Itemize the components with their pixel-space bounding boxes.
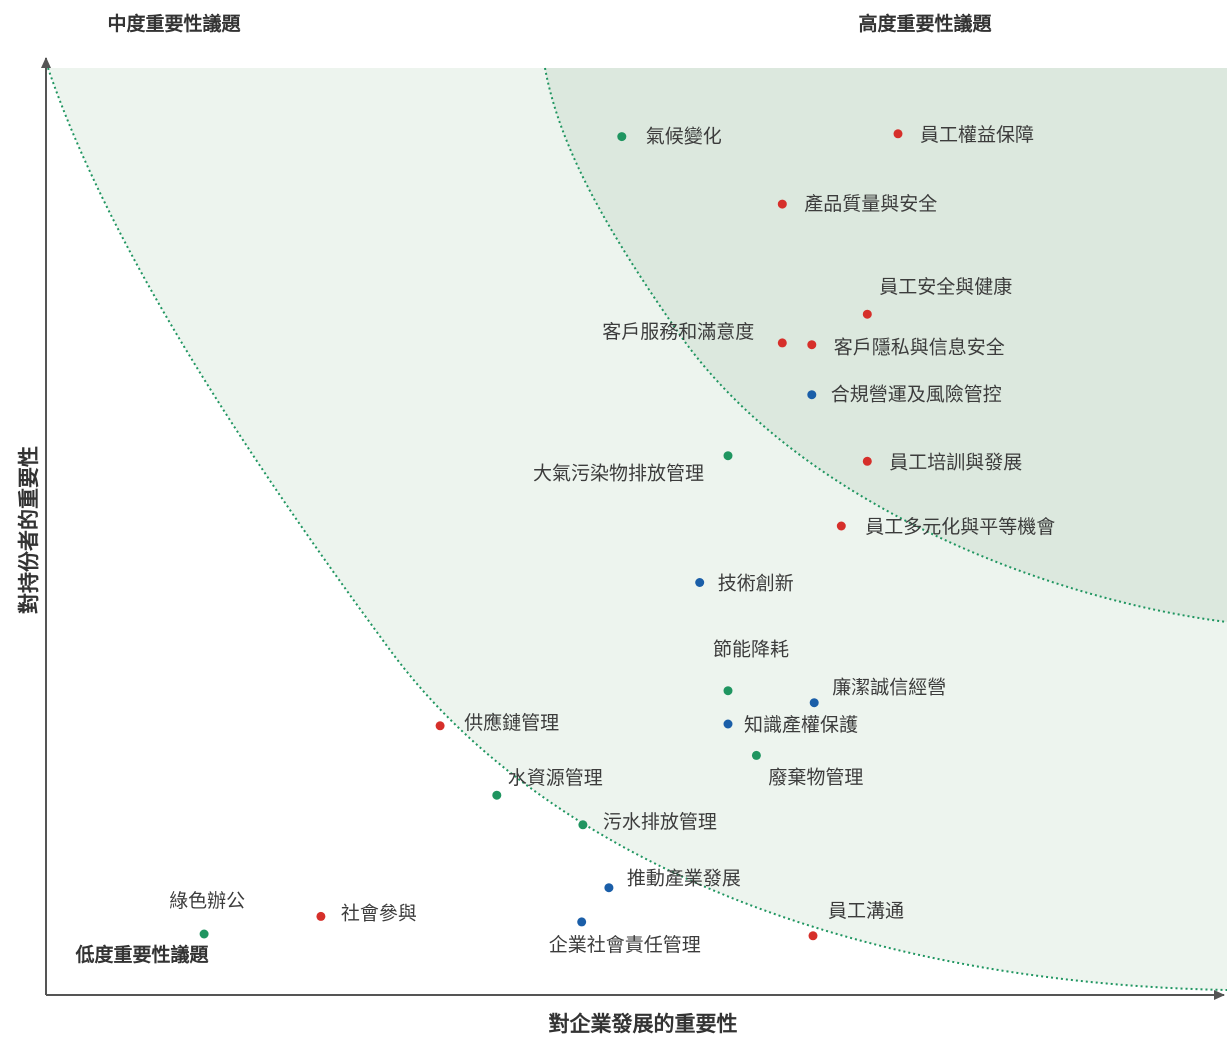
data-point-label: 大氣污染物排放管理 xyxy=(533,463,704,485)
data-point xyxy=(604,883,614,893)
data-point xyxy=(723,719,733,729)
data-point-label: 節能降耗 xyxy=(713,639,789,661)
data-point-label: 知識產權保護 xyxy=(744,714,858,736)
data-point-label: 供應鏈管理 xyxy=(464,711,559,734)
data-point xyxy=(807,340,817,350)
data-point xyxy=(435,721,445,731)
data-point-label: 客戶隱私與信息安全 xyxy=(834,337,1005,359)
data-point-label: 社會參與 xyxy=(341,902,417,924)
data-point xyxy=(809,698,819,708)
data-point xyxy=(199,929,209,939)
data-point xyxy=(723,686,733,696)
data-point-label: 推動產業發展 xyxy=(627,868,741,890)
high-zone-title: 高度重要性議題 xyxy=(858,12,992,35)
data-point-label: 廉潔誠信經營 xyxy=(832,677,946,699)
y-axis-title: 對持份者的重要性 xyxy=(17,446,41,614)
data-point-label: 員工培訓與發展 xyxy=(889,451,1022,473)
data-point-label: 氣候變化 xyxy=(646,126,722,148)
data-point-label: 員工多元化與平等機會 xyxy=(865,516,1055,538)
medium-zone-boundary xyxy=(47,67,1227,991)
data-point xyxy=(836,521,846,531)
data-point-label: 企業社會責任管理 xyxy=(549,934,701,956)
data-point-label: 產品質量與安全 xyxy=(804,193,937,215)
data-point xyxy=(808,931,818,941)
data-point xyxy=(577,917,587,927)
data-point xyxy=(723,451,733,461)
data-point-label: 技術創新 xyxy=(718,573,794,595)
data-point-label: 綠色辦公 xyxy=(169,890,245,912)
data-point xyxy=(777,199,787,209)
data-point-label: 客戶服務和滿意度 xyxy=(602,321,754,343)
data-point-label: 員工溝通 xyxy=(828,900,904,922)
data-point xyxy=(617,132,627,142)
data-point xyxy=(777,338,787,348)
data-point-label: 合規營運及風險管控 xyxy=(831,384,1002,406)
data-point xyxy=(316,911,326,921)
data-point xyxy=(807,390,817,400)
data-point-label: 員工安全與健康 xyxy=(879,276,1012,298)
data-point xyxy=(492,790,502,800)
data-point xyxy=(578,820,588,830)
data-point xyxy=(695,578,705,587)
data-point xyxy=(893,129,903,139)
data-point xyxy=(751,750,761,760)
low-zone-title: 低度重要性議題 xyxy=(74,943,209,966)
high-zone-boundary xyxy=(544,67,1227,623)
x-axis-title: 對企業發展的重要性 xyxy=(549,1012,738,1036)
medium-zone-title: 中度重要性議題 xyxy=(107,12,241,35)
data-points: 員工權益保障 氣候變化產品質量與安全員工安全與健康客戶服務和滿意度客戶隱私與信息安… xyxy=(169,124,1055,956)
data-point-label: 污水排放管理 xyxy=(603,811,717,833)
high-importance-zone xyxy=(545,68,1227,622)
data-point-label: 員工權益保障 xyxy=(920,124,1034,146)
data-point-label: 廢棄物管理 xyxy=(768,766,863,788)
data-point xyxy=(862,309,872,319)
data-point xyxy=(862,456,872,466)
data-point-label: 水資源管理 xyxy=(508,767,603,789)
